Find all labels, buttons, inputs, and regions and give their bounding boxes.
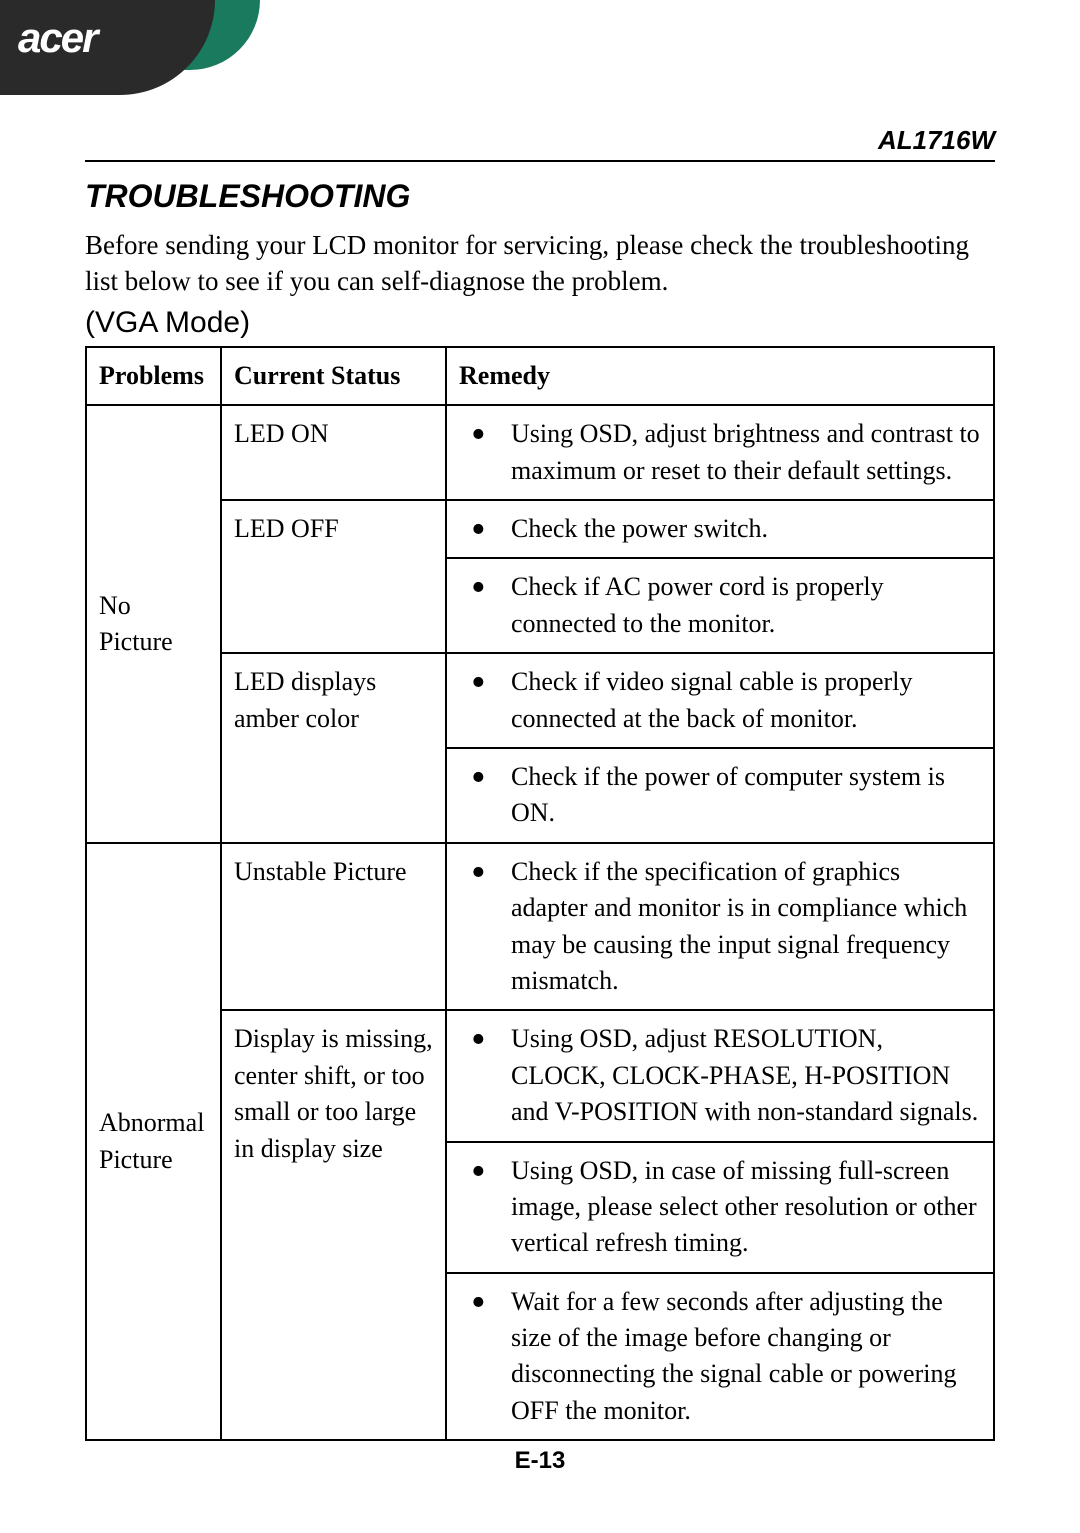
brand-logo: acer [18, 14, 96, 62]
table-row: LED displays amber color Check if video … [86, 653, 994, 748]
remedy-cell: Check if AC power cord is properly conne… [446, 558, 994, 653]
table-row: LED OFF Check the power switch. [86, 500, 994, 558]
section-title: TROUBLESHOOTING [85, 178, 995, 215]
problem-cell: No Picture [86, 405, 221, 843]
remedy-item: Wait for a few seconds after adjusting t… [459, 1284, 981, 1430]
header-remedy: Remedy [446, 347, 994, 405]
model-number: AL1716W [85, 125, 995, 156]
remedy-cell: Check the power switch. [446, 500, 994, 558]
remedy-cell: Using OSD, in case of missing full-scree… [446, 1142, 994, 1273]
status-cell: LED displays amber color [221, 653, 446, 843]
remedy-item: Check if the specification of graphics a… [459, 854, 981, 1000]
troubleshooting-table: Problems Current Status Remedy No Pictur… [85, 346, 995, 1441]
status-cell: Unstable Picture [221, 843, 446, 1011]
remedy-item: Using OSD, adjust brightness and contras… [459, 416, 981, 489]
table-row: Abnormal Picture Unstable Picture Check … [86, 843, 994, 1011]
page-number: E-13 [0, 1447, 1080, 1475]
remedy-cell: Check if the specification of graphics a… [446, 843, 994, 1011]
remedy-item: Check if video signal cable is properly … [459, 664, 981, 737]
remedy-item: Using OSD, adjust RESOLUTION, CLOCK, CLO… [459, 1021, 981, 1130]
model-header-row: AL1716W [85, 125, 995, 162]
problem-cell: Abnormal Picture [86, 843, 221, 1440]
mode-label: (VGA Mode) [85, 306, 995, 340]
status-cell: Display is missing, center shift, or too… [221, 1010, 446, 1440]
table-row: Display is missing, center shift, or too… [86, 1010, 994, 1141]
remedy-cell: Check if the power of computer system is… [446, 748, 994, 843]
header-status: Current Status [221, 347, 446, 405]
page-content: AL1716W TROUBLESHOOTING Before sending y… [85, 125, 995, 1441]
remedy-item: Check the power switch. [459, 511, 981, 547]
remedy-cell: Using OSD, adjust RESOLUTION, CLOCK, CLO… [446, 1010, 994, 1141]
header-corner: acer [0, 0, 260, 95]
remedy-item: Check if the power of computer system is… [459, 759, 981, 832]
remedy-cell: Wait for a few seconds after adjusting t… [446, 1273, 994, 1441]
remedy-cell: Using OSD, adjust brightness and contras… [446, 405, 994, 500]
remedy-cell: Check if video signal cable is properly … [446, 653, 994, 748]
intro-text: Before sending your LCD monitor for serv… [85, 227, 995, 300]
remedy-item: Using OSD, in case of missing full-scree… [459, 1153, 981, 1262]
header-problems: Problems [86, 347, 221, 405]
status-cell: LED ON [221, 405, 446, 500]
remedy-item: Check if AC power cord is properly conne… [459, 569, 981, 642]
table-header-row: Problems Current Status Remedy [86, 347, 994, 405]
status-cell: LED OFF [221, 500, 446, 653]
table-row: No Picture LED ON Using OSD, adjust brig… [86, 405, 994, 500]
